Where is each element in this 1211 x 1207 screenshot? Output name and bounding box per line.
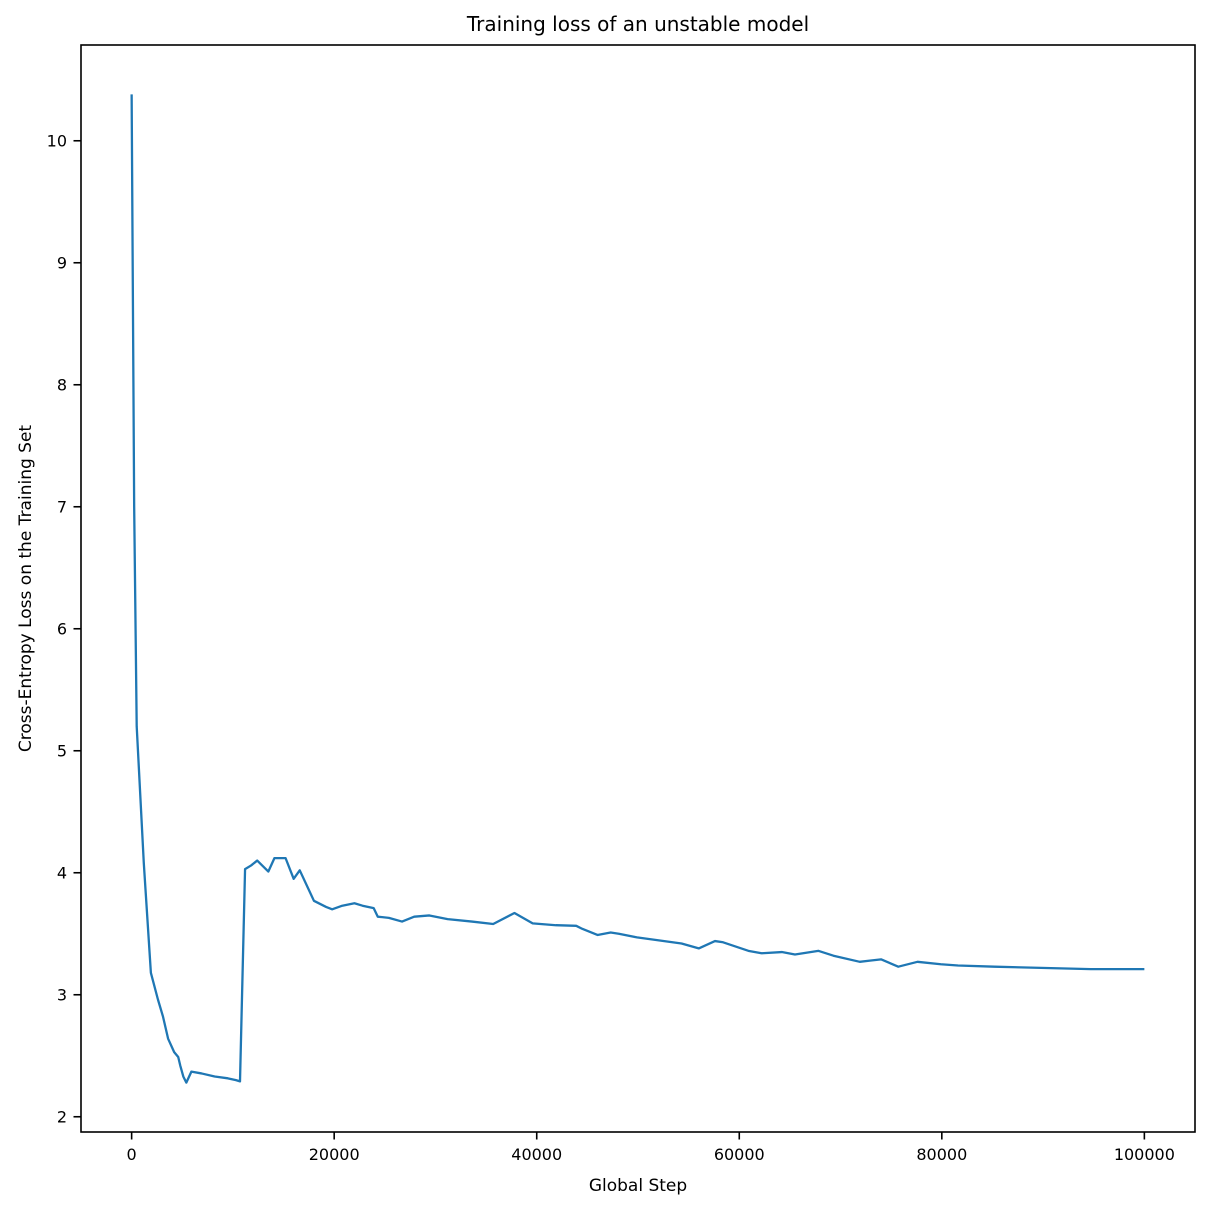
x-tick-label: 80000 [916,1145,967,1164]
y-tick-label: 10 [47,131,67,150]
x-tick-label: 60000 [714,1145,765,1164]
y-tick-label: 2 [57,1107,67,1126]
x-axis-ticks: 0 20000 40000 60000 80000 100000 [127,1132,1175,1164]
y-tick-label: 6 [57,619,67,638]
x-tick-label: 100000 [1114,1145,1175,1164]
x-tick-label: 40000 [511,1145,562,1164]
y-tick-label: 8 [57,375,67,394]
y-tick-label: 7 [57,497,67,516]
plot-area-border [80,44,1196,1133]
x-tick-label: 0 [127,1145,137,1164]
y-tick-label: 3 [57,985,67,1004]
y-tick-label: 4 [57,863,67,882]
y-tick-label: 5 [57,741,67,760]
y-axis-label: Cross-Entropy Loss on the Training Set [16,425,36,752]
y-tick-label: 9 [57,253,67,272]
chart-title: Training loss of an unstable model [466,12,809,36]
x-tick-label: 20000 [309,1145,360,1164]
y-axis-ticks: 2 3 4 5 6 7 8 9 10 [47,131,81,1126]
x-axis-label: Global Step [589,1176,687,1196]
loss-curve [130,94,1145,1084]
